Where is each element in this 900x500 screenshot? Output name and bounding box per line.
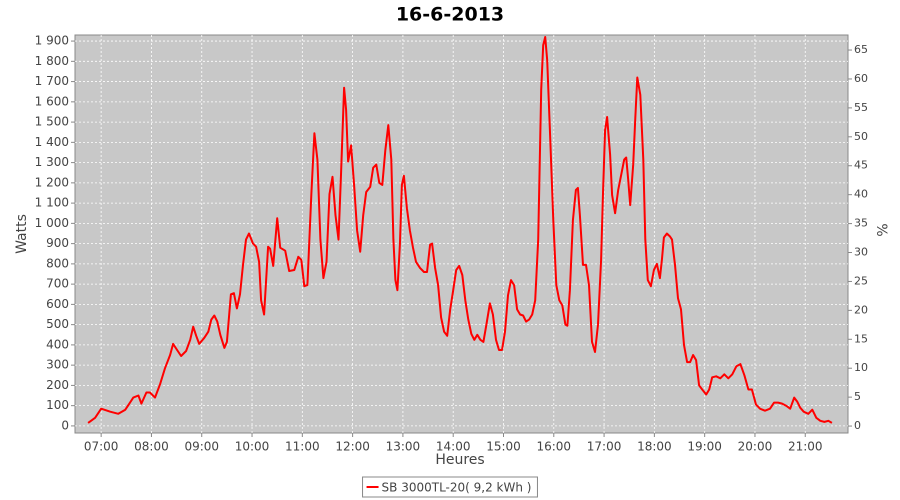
x-tick-label: 21:00 xyxy=(788,440,823,454)
y-tick-label: 500 xyxy=(46,317,69,331)
y-axis-label: Watts xyxy=(14,214,30,254)
data-line xyxy=(87,36,833,424)
y-tick-label: 200 xyxy=(46,378,69,392)
plot-area xyxy=(74,34,849,434)
y-tick-label: 0 xyxy=(61,418,69,432)
y2-tick-label: 35 xyxy=(854,217,868,230)
y2-tick-label: 55 xyxy=(854,101,868,114)
y-tick-label: 1 700 xyxy=(35,74,69,88)
y-tick-label: 100 xyxy=(46,398,69,412)
y2-tick-label: 25 xyxy=(854,274,868,287)
y2-tick-label: 40 xyxy=(854,188,868,201)
y-tick-label: 1 500 xyxy=(35,115,69,129)
x-tick-label: 13:00 xyxy=(386,440,421,454)
y-tick-label: 1 100 xyxy=(35,196,69,210)
y-tick-label: 400 xyxy=(46,337,69,351)
y-tick-label: 1 200 xyxy=(35,175,69,189)
x-tick-label: 11:00 xyxy=(285,440,320,454)
y2-tick-label: 15 xyxy=(854,332,868,345)
y-tick-label: 300 xyxy=(46,358,69,372)
x-tick-label: 10:00 xyxy=(235,440,270,454)
legend-label: SB 3000TL-20( 9,2 kWh ) xyxy=(382,481,532,495)
x-tick-label: 09:00 xyxy=(184,440,219,454)
chart-title: 16-6-2013 xyxy=(396,4,504,26)
y-tick-label: 600 xyxy=(46,297,69,311)
y2-tick-label: 45 xyxy=(854,159,868,172)
y-tick-label: 1 900 xyxy=(35,34,69,48)
y2-tick-label: 0 xyxy=(854,419,861,432)
x-tick-label: 20:00 xyxy=(738,440,773,454)
x-tick-label: 12:00 xyxy=(335,440,370,454)
y-tick-label: 700 xyxy=(46,277,69,291)
x-tick-label: 15:00 xyxy=(486,440,521,454)
y-tick-label: 1 400 xyxy=(35,135,69,149)
y2-tick-label: 5 xyxy=(854,390,861,403)
y2-tick-label: 20 xyxy=(854,303,868,316)
y-tick-label: 800 xyxy=(46,256,69,270)
y2-tick-label: 10 xyxy=(854,361,868,374)
y-tick-label: 900 xyxy=(46,236,69,250)
y2-tick-label: 60 xyxy=(854,72,868,85)
y2-tick-label: 50 xyxy=(854,130,868,143)
y-tick-label: 1 000 xyxy=(35,216,69,230)
x-tick-label: 18:00 xyxy=(637,440,672,454)
x-tick-label: 16:00 xyxy=(536,440,571,454)
legend: SB 3000TL-20( 9,2 kWh ) xyxy=(362,476,538,498)
x-tick-label: 14:00 xyxy=(436,440,471,454)
x-tick-label: 19:00 xyxy=(687,440,722,454)
y2-axis-label: % xyxy=(873,223,889,236)
y2-tick-label: 65 xyxy=(854,43,868,56)
x-axis-label: Heures xyxy=(435,452,484,468)
legend-box xyxy=(362,476,538,498)
x-tick-label: 17:00 xyxy=(587,440,622,454)
y-tick-label: 1 800 xyxy=(35,54,69,68)
y-tick-label: 1 300 xyxy=(35,155,69,169)
y2-tick-label: 30 xyxy=(854,246,868,259)
y-tick-label: 1 600 xyxy=(35,94,69,108)
x-tick-label: 07:00 xyxy=(84,440,119,454)
x-tick-label: 08:00 xyxy=(134,440,169,454)
